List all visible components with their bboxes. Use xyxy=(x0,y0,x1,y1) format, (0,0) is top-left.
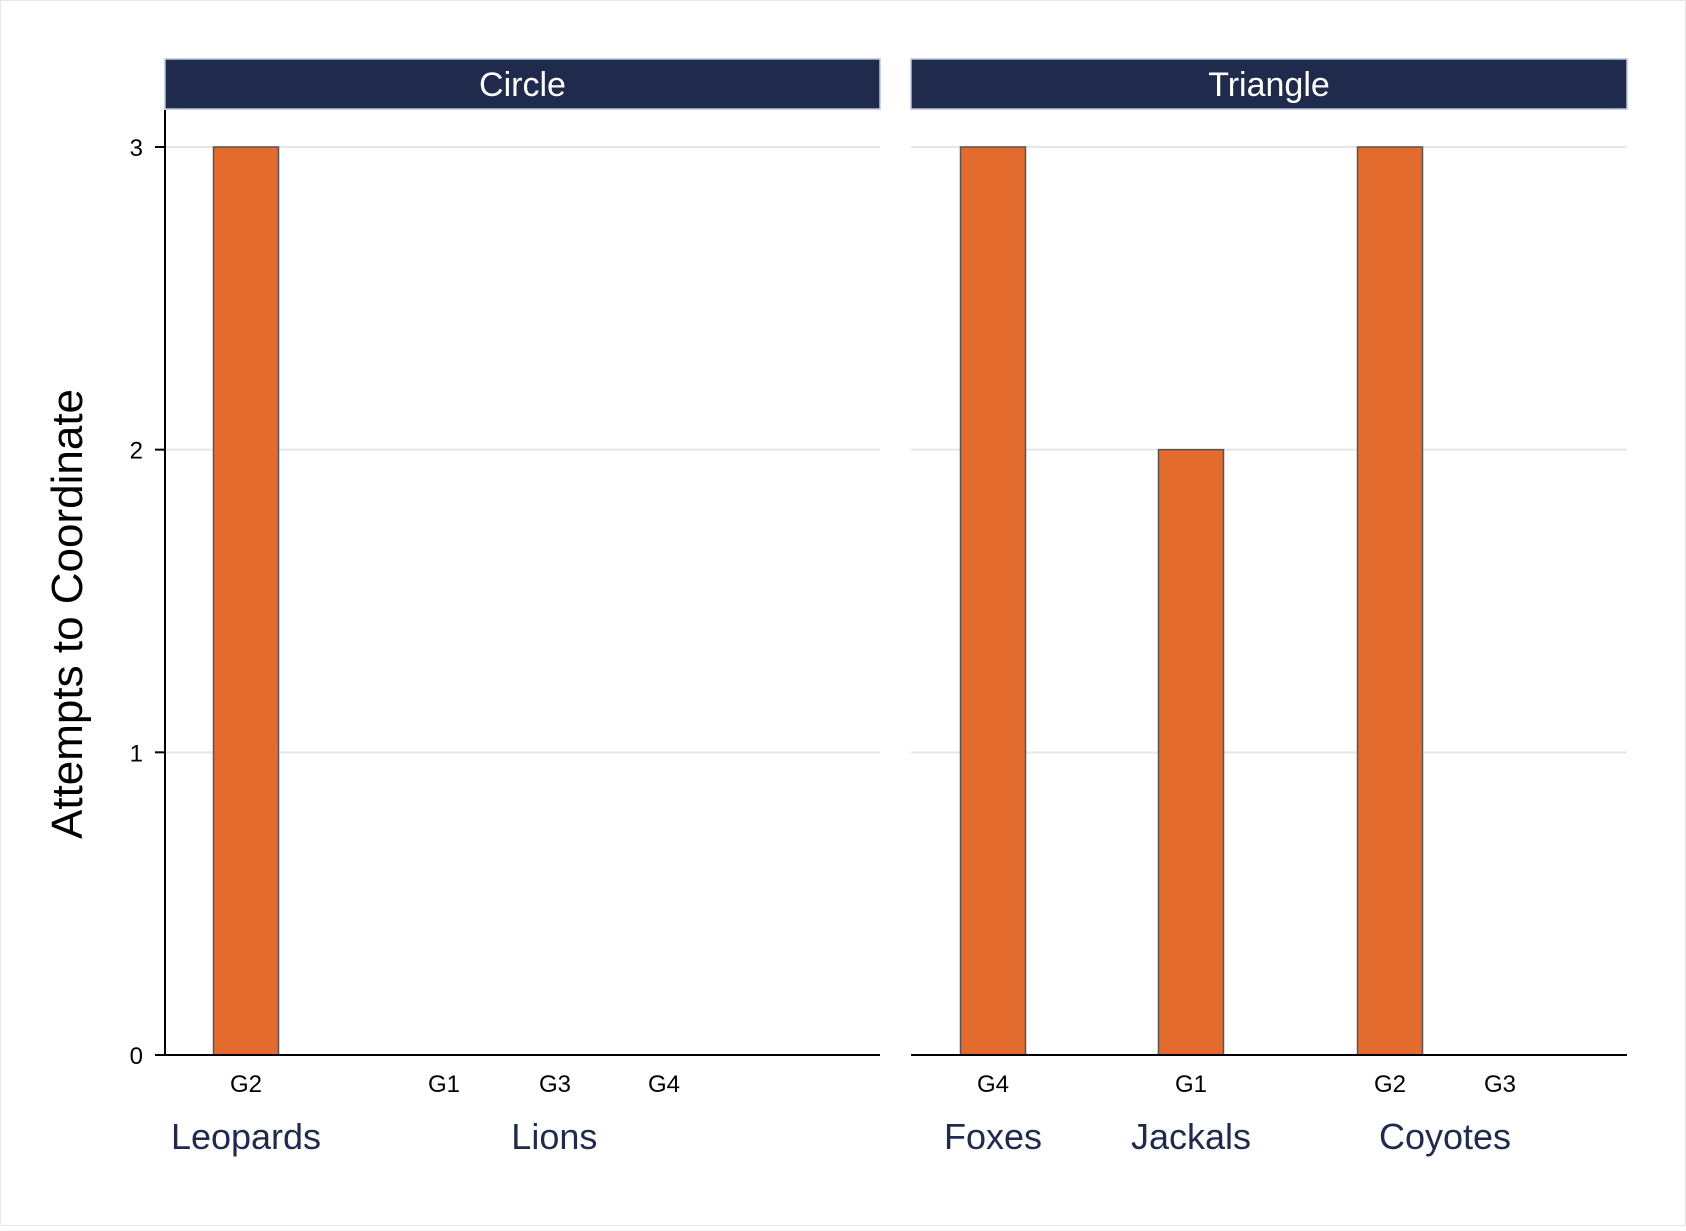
bar-label: G1 xyxy=(428,1071,460,1098)
panel-title: Circle xyxy=(479,66,566,104)
panel-header-1 xyxy=(910,58,1628,110)
bar xyxy=(1157,448,1225,1056)
bar-label: G3 xyxy=(1484,1071,1516,1098)
panel-header-0 xyxy=(164,58,881,110)
bar xyxy=(212,146,280,1056)
group-label: Leopards xyxy=(171,1116,321,1157)
y-axis-label: Attempts to Coordinate xyxy=(43,389,92,839)
y-tick-label: 0 xyxy=(130,1043,143,1070)
y-tick-label: 1 xyxy=(130,740,143,767)
bar xyxy=(959,146,1027,1056)
group-label: Foxes xyxy=(944,1116,1042,1157)
panel-title: Triangle xyxy=(1208,66,1330,104)
bar xyxy=(1356,146,1424,1056)
group-label: Lions xyxy=(511,1116,597,1157)
bar-label: G2 xyxy=(1374,1071,1406,1098)
bar-label: G4 xyxy=(648,1071,680,1098)
y-tick-label: 2 xyxy=(130,438,143,465)
bar-label: G1 xyxy=(1175,1071,1207,1098)
bar-label: G3 xyxy=(539,1071,571,1098)
y-tick-label: 3 xyxy=(130,135,143,162)
bar-label: G2 xyxy=(230,1071,262,1098)
group-label: Jackals xyxy=(1131,1116,1251,1157)
bar-label: G4 xyxy=(977,1071,1009,1098)
group-label: Coyotes xyxy=(1379,1116,1511,1157)
